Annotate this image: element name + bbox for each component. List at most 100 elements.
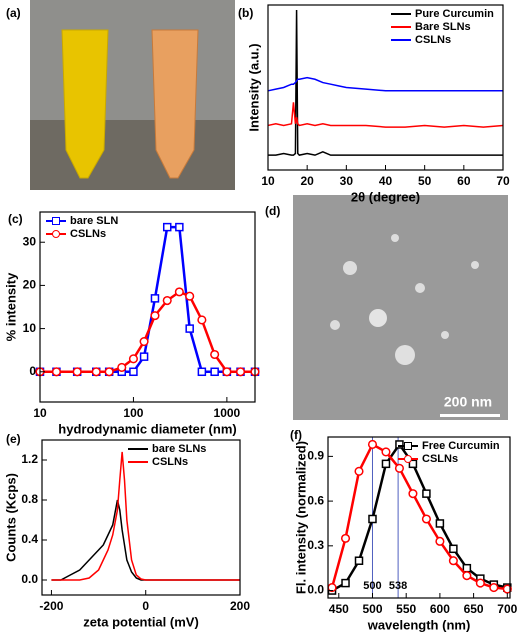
y-tick-label: 0.9: [307, 449, 324, 463]
legend-marker: [404, 455, 412, 463]
marker: [185, 291, 195, 301]
x-tick-label: 20: [300, 174, 314, 188]
x-axis-label: wavelength (nm): [367, 617, 471, 632]
series-line: [330, 442, 508, 591]
plot-frame: [39, 211, 256, 403]
legend-label: bare SLN: [70, 215, 118, 227]
photo-a: (a): [6, 0, 235, 190]
marker: [162, 222, 172, 232]
marker: [395, 440, 404, 449]
marker: [341, 578, 350, 588]
particle: [369, 309, 387, 327]
x-tick-label: 100: [123, 406, 143, 420]
x-tick-label: 40: [379, 174, 393, 188]
particle: [391, 234, 399, 242]
y-tick-label: 0.8: [21, 492, 38, 506]
marker: [175, 222, 184, 232]
marker: [210, 367, 219, 377]
y-tick-label: 0.0: [307, 583, 324, 597]
chart: (b) 10 20 30 40 50 60 70 2θ (degree) Intensity (a…: [238, 4, 510, 204]
marker: [51, 367, 62, 377]
y-tick-label: 20: [23, 278, 37, 292]
marker: [91, 367, 101, 377]
x-axis-label: hydrodynamic diameter (nm): [58, 421, 236, 436]
marker: [354, 556, 364, 565]
chart: (f) 500 538 450 500 550 600 650 700 0.0 0.3 0.6 0.9 w…: [290, 428, 518, 632]
legend-label: CSLNs: [70, 228, 106, 240]
marker: [139, 352, 149, 361]
legend-marker: [52, 230, 60, 238]
x-tick-label: 30: [340, 174, 354, 188]
marker: [462, 571, 472, 581]
particle: [471, 261, 479, 269]
y-tick-label: 30: [23, 234, 37, 248]
chart: (e) -200 0 200 0.0 0.4 0.8 1.2 zeta potential (m…: [3, 432, 250, 629]
y-axis-label: Intensity (a.u.): [246, 43, 261, 131]
x-tick-label: 200: [230, 599, 250, 613]
marker: [162, 295, 172, 306]
x-tick-label: 650: [464, 602, 484, 616]
chart: (c) 10 100 1000 0 10 20 30 hydrodynamic diameter…: [3, 211, 260, 436]
marker: [448, 556, 458, 566]
marker: [435, 519, 445, 528]
marker: [139, 336, 149, 347]
panel-label: (a): [6, 6, 21, 20]
marker: [408, 489, 418, 499]
series-line: [268, 9, 503, 156]
marker: [354, 466, 364, 476]
marker: [368, 514, 377, 524]
y-tick-label: 10: [23, 321, 37, 335]
series-line: [331, 442, 508, 592]
y-tick-label: 0.4: [21, 532, 38, 546]
marker: [185, 324, 194, 333]
x-tick-label: 450: [329, 602, 349, 616]
annotation-label: 500: [363, 580, 381, 592]
photo-bench: [30, 120, 235, 190]
marker: [449, 544, 458, 554]
y-tick-label: 0.0: [21, 572, 38, 586]
x-tick-label: 50: [418, 174, 432, 188]
marker: [422, 489, 431, 498]
legend-marker: [404, 442, 412, 450]
legend-label: bare SLNs: [152, 443, 206, 455]
x-tick-label: 10: [33, 406, 47, 420]
series-line: [40, 225, 255, 374]
x-tick-label: 10: [261, 174, 275, 188]
marker: [72, 367, 82, 377]
x-tick-label: 70: [496, 174, 510, 188]
x-axis-label: 2θ (degree): [351, 189, 420, 204]
y-axis-label: % intensity: [3, 272, 18, 341]
legend-label: Pure Curcumin: [415, 8, 494, 20]
marker: [462, 563, 472, 573]
marker: [104, 367, 114, 377]
marker: [150, 311, 160, 321]
annotation-label: 538: [389, 580, 407, 592]
marker: [197, 315, 207, 325]
scale-bar: [440, 414, 500, 417]
tube-orange: [151, 29, 199, 179]
marker: [381, 447, 391, 457]
marker: [394, 463, 405, 473]
y-tick-label: 0: [29, 364, 36, 378]
panel-label: (d): [265, 204, 280, 218]
y-axis-label: Counts (Kcps): [3, 473, 18, 562]
scale-bar-label: 200 nm: [444, 394, 492, 410]
marker: [381, 459, 391, 469]
x-tick-label: 500: [362, 602, 382, 616]
photo-d: 200 nm (d): [265, 195, 508, 420]
particle: [343, 261, 357, 275]
panel-label: (f): [290, 428, 302, 442]
legend-label: Bare SLNs: [415, 21, 471, 33]
marker: [128, 354, 138, 364]
tube-yellow: [61, 29, 109, 179]
marker: [421, 514, 431, 524]
marker: [129, 367, 138, 377]
panel-label: (c): [8, 212, 23, 226]
x-tick-label: 60: [457, 174, 471, 188]
y-tick-label: 0.3: [307, 538, 324, 552]
marker: [408, 459, 418, 469]
x-axis-label: zeta potential (mV): [83, 614, 199, 629]
x-tick-label: -200: [39, 599, 63, 613]
x-tick-label: 700: [497, 602, 517, 616]
legend-label: CSLNs: [422, 453, 458, 465]
